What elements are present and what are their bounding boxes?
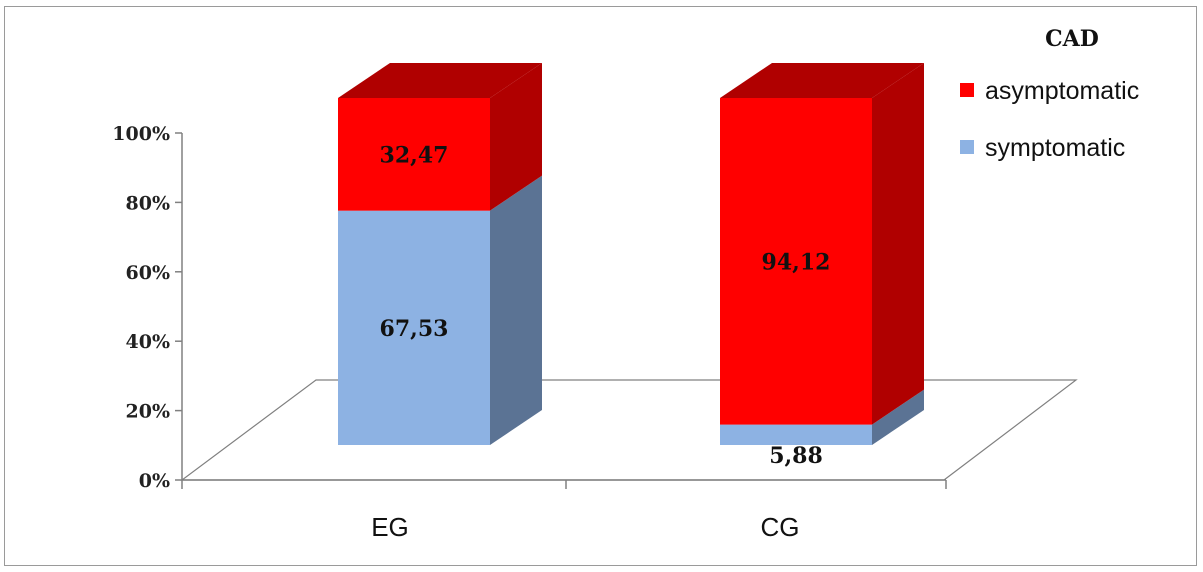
bar-symptomatic-EG <box>338 210 490 445</box>
y-tick-label: 20% <box>126 401 171 423</box>
chart-frame <box>4 6 1197 566</box>
bar-symptomatic-CG <box>720 424 872 445</box>
y-tick-label: 40% <box>126 331 171 353</box>
bar-side-asymptomatic-CG <box>872 63 924 425</box>
bar-side-symptomatic-CG <box>872 389 924 445</box>
floor-plane <box>180 379 1078 481</box>
bar-asymptomatic-CG <box>720 98 872 425</box>
legend: CAD asymptomatic symptomatic <box>960 26 1139 162</box>
legend-title: CAD <box>1045 26 1099 52</box>
bar-top-CG <box>720 63 924 98</box>
legend-label-asymptomatic: asymptomatic <box>985 77 1139 105</box>
y-tick-label: 60% <box>126 262 171 284</box>
y-axis: 0% 20% 40% 60% 80% 100% EG CG <box>112 123 947 542</box>
bar-asymptomatic-EG <box>338 98 490 211</box>
data-label-asymptomatic-EG: 32,47 <box>380 142 449 168</box>
legend-swatch-symptomatic <box>960 140 974 154</box>
y-tick-label: 0% <box>139 470 170 492</box>
data-labels: 67,53 32,47 5,88 94,12 <box>380 142 831 469</box>
data-label-symptomatic-EG: 67,53 <box>380 316 449 342</box>
bar-side-symptomatic-EG <box>490 175 542 445</box>
legend-swatch-asymptomatic <box>960 83 974 97</box>
data-label-asymptomatic-CG: 94,12 <box>762 249 831 275</box>
y-tick-label: 100% <box>112 123 170 145</box>
chart-floor <box>180 379 1078 481</box>
data-label-symptomatic-CG: 5,88 <box>769 443 823 469</box>
legend-label-symptomatic: symptomatic <box>985 134 1125 162</box>
x-tick-label: EG <box>371 512 409 542</box>
bar-side-asymptomatic-EG <box>490 63 542 211</box>
bars <box>338 63 924 445</box>
bar-top-EG <box>338 63 542 98</box>
x-tick-label: CG <box>761 512 800 542</box>
y-tick-label: 80% <box>126 192 171 214</box>
